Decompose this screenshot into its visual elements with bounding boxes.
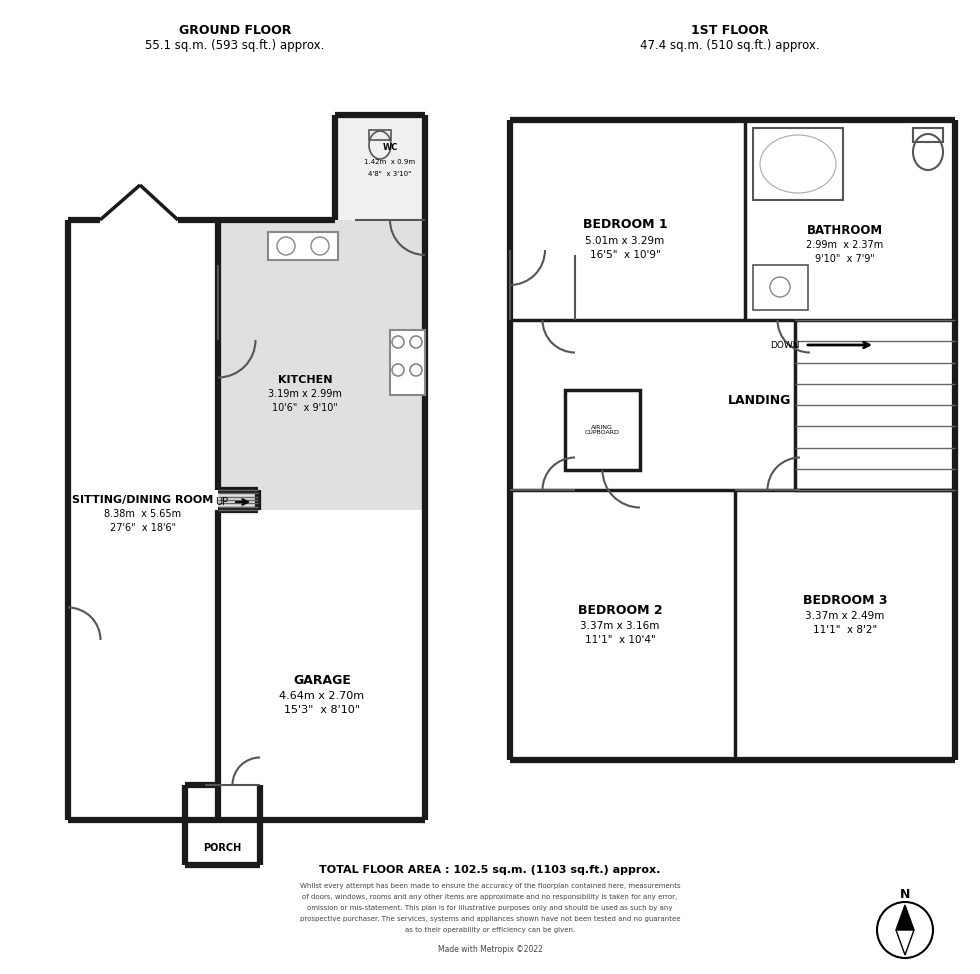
Text: WC: WC (382, 143, 398, 153)
Polygon shape (896, 930, 914, 955)
Bar (390, 330, 425, 395)
Text: 3.19m x 2.99m: 3.19m x 2.99m (269, 389, 342, 399)
Text: 27'6"  x 18'6": 27'6" x 18'6" (110, 523, 176, 533)
Text: Whilst every attempt has been made to ensure the accuracy of the floorplan conta: Whilst every attempt has been made to en… (300, 883, 680, 889)
Text: GARAGE: GARAGE (293, 673, 351, 687)
Text: N: N (900, 887, 910, 901)
Text: GROUND FLOOR: GROUND FLOOR (178, 23, 291, 36)
Text: 1ST FLOOR: 1ST FLOOR (691, 23, 769, 36)
Text: of doors, windows, rooms and any other items are approximate and no responsibili: of doors, windows, rooms and any other i… (303, 894, 677, 900)
Bar (68, 220, 218, 820)
Text: 47.4 sq.m. (510 sq.ft.) approx.: 47.4 sq.m. (510 sq.ft.) approx. (640, 40, 820, 53)
Text: DOWN: DOWN (770, 341, 800, 350)
Text: SITTING/DINING ROOM: SITTING/DINING ROOM (73, 495, 214, 505)
Bar (913, 128, 943, 142)
Text: omission or mis-statement. This plan is for illustrative purposes only and shoul: omission or mis-statement. This plan is … (308, 905, 672, 911)
Text: AIRING
CUPBOARD: AIRING CUPBOARD (584, 425, 619, 435)
Text: 11'1"  x 10'4": 11'1" x 10'4" (585, 635, 656, 645)
Text: Made with Metropix ©2022: Made with Metropix ©2022 (437, 946, 543, 955)
Bar (753, 128, 843, 200)
Bar (268, 232, 338, 260)
Text: 9'10"  x 7'9": 9'10" x 7'9" (815, 254, 875, 264)
Text: UP: UP (215, 497, 228, 507)
Text: 4'8"  x 3'10": 4'8" x 3'10" (368, 171, 412, 177)
Text: 4.64m x 2.70m: 4.64m x 2.70m (279, 691, 365, 701)
Text: 8.38m  x 5.65m: 8.38m x 5.65m (105, 509, 181, 519)
Text: 2.99m  x 2.37m: 2.99m x 2.37m (807, 240, 884, 250)
Text: BEDROOM 2: BEDROOM 2 (577, 604, 662, 617)
Text: 3.37m x 2.49m: 3.37m x 2.49m (806, 611, 885, 621)
Text: 1.42m  x 0.9m: 1.42m x 0.9m (365, 159, 416, 165)
Bar (369, 130, 391, 140)
Bar (218, 220, 425, 510)
Text: BEDROOM 3: BEDROOM 3 (803, 593, 887, 607)
Text: 11'1"  x 8'2": 11'1" x 8'2" (812, 625, 877, 635)
Bar (335, 115, 425, 220)
Text: 5.01m x 3.29m: 5.01m x 3.29m (585, 236, 664, 246)
Text: BATHROOM: BATHROOM (807, 223, 883, 237)
Text: 15'3"  x 8'10": 15'3" x 8'10" (284, 705, 360, 715)
Text: BEDROOM 1: BEDROOM 1 (583, 218, 667, 232)
Text: TOTAL FLOOR AREA : 102.5 sq.m. (1103 sq.ft.) approx.: TOTAL FLOOR AREA : 102.5 sq.m. (1103 sq.… (319, 865, 661, 875)
Text: as to their operability or efficiency can be given.: as to their operability or efficiency ca… (405, 927, 575, 933)
Text: PORCH: PORCH (203, 843, 241, 853)
Text: 55.1 sq.m. (593 sq.ft.) approx.: 55.1 sq.m. (593 sq.ft.) approx. (145, 40, 324, 53)
Text: 3.37m x 3.16m: 3.37m x 3.16m (580, 621, 660, 631)
Text: 10'6"  x 9'10": 10'6" x 9'10" (272, 403, 338, 413)
Bar (218, 510, 425, 820)
Text: LANDING: LANDING (728, 393, 792, 406)
Text: KITCHEN: KITCHEN (277, 375, 332, 385)
Bar (753, 265, 808, 310)
Polygon shape (896, 905, 914, 930)
Text: 16'5"  x 10'9": 16'5" x 10'9" (590, 250, 661, 260)
Bar (185, 785, 260, 865)
Text: prospective purchaser. The services, systems and appliances shown have not been : prospective purchaser. The services, sys… (300, 916, 680, 922)
Bar (565, 390, 640, 470)
Bar (268, 232, 338, 260)
